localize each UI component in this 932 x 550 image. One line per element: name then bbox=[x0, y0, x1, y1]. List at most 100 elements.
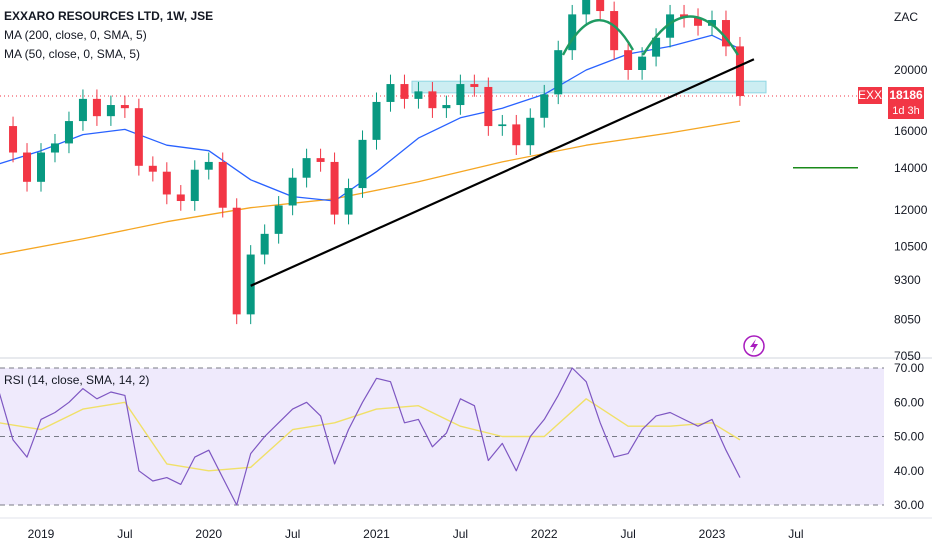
candle-body bbox=[735, 46, 744, 97]
candle bbox=[610, 1, 619, 60]
x-tick-label: Jul bbox=[117, 527, 132, 541]
last-price-label: 18186 bbox=[888, 87, 924, 104]
candle-body bbox=[540, 94, 549, 118]
candle-body bbox=[512, 124, 521, 146]
ma50-legend[interactable]: MA (50, close, 0, SMA, 5) bbox=[4, 47, 141, 61]
candle-body bbox=[50, 143, 59, 153]
candle bbox=[134, 98, 143, 176]
candle-body bbox=[37, 152, 45, 182]
price-tick-label: 14000 bbox=[894, 161, 928, 175]
candle-body bbox=[358, 139, 367, 189]
candle bbox=[162, 162, 171, 205]
price-tick-label: 10500 bbox=[894, 240, 928, 254]
candle-body bbox=[554, 50, 563, 95]
x-tick-label: Jul bbox=[620, 527, 635, 541]
candle bbox=[596, 0, 605, 21]
y-axis: 7050 8050 9300 10500 12000 14000 16000 20000 30.… bbox=[894, 63, 928, 512]
rsi-legend[interactable]: RSI (14, close, SMA, 14, 2) bbox=[4, 373, 150, 387]
candle-body bbox=[414, 91, 423, 99]
rsi-line bbox=[0, 367, 741, 506]
price-panel bbox=[0, 0, 932, 359]
candle-body bbox=[498, 124, 507, 127]
candle bbox=[316, 148, 325, 172]
candle-body bbox=[78, 98, 87, 122]
head-arc bbox=[641, 15, 740, 56]
candle-body bbox=[596, 0, 605, 12]
candle-body bbox=[372, 101, 381, 140]
price-tick-label: 7050 bbox=[894, 349, 921, 363]
candle-body bbox=[134, 108, 143, 166]
ma200-legend[interactable]: MA (200, close, 0, SMA, 5) bbox=[4, 28, 147, 42]
candle bbox=[470, 74, 479, 97]
candle bbox=[624, 40, 633, 80]
candle-body bbox=[624, 50, 633, 70]
candle bbox=[288, 168, 297, 216]
candle-body bbox=[386, 84, 395, 102]
candle-body bbox=[274, 205, 283, 234]
currency-label: ZAC bbox=[894, 10, 918, 24]
rsi-tick-label: 60.00 bbox=[894, 395, 924, 409]
candle-body bbox=[148, 165, 157, 172]
candle bbox=[274, 196, 283, 244]
candle-body bbox=[92, 98, 101, 117]
candle-body bbox=[218, 161, 227, 208]
candle-body bbox=[400, 84, 409, 99]
candle bbox=[260, 224, 269, 265]
candle-body bbox=[190, 169, 199, 202]
candle bbox=[498, 114, 507, 136]
candle-body bbox=[288, 177, 297, 206]
candle-body bbox=[470, 84, 479, 87]
candle bbox=[372, 92, 381, 150]
x-tick-label: 2023 bbox=[699, 527, 726, 541]
candle-body bbox=[582, 0, 591, 15]
ma200-line bbox=[0, 120, 741, 255]
candle bbox=[526, 108, 535, 155]
candle bbox=[540, 84, 549, 128]
candle bbox=[414, 81, 423, 109]
candle bbox=[652, 28, 661, 67]
candle bbox=[23, 143, 32, 192]
x-tick-label: 2022 bbox=[531, 527, 558, 541]
candle bbox=[428, 81, 437, 118]
candle bbox=[358, 130, 367, 198]
candle-body bbox=[721, 20, 730, 47]
x-tick-label: Jul bbox=[788, 527, 803, 541]
rsi-tick-label: 70.00 bbox=[894, 361, 924, 375]
rsi-tick-label: 40.00 bbox=[894, 464, 924, 478]
candle bbox=[512, 114, 521, 155]
price-tick-label: 20000 bbox=[894, 63, 928, 77]
x-tick-label: Jul bbox=[453, 527, 468, 541]
candle-body bbox=[484, 86, 493, 127]
candle-body bbox=[106, 105, 115, 117]
candle bbox=[694, 8, 703, 36]
x-tick-label: 2021 bbox=[363, 527, 390, 541]
candle-body bbox=[316, 158, 325, 162]
candle-body bbox=[442, 105, 451, 109]
candle-body bbox=[260, 233, 269, 255]
candle-body bbox=[232, 207, 241, 315]
candle bbox=[735, 36, 744, 106]
candle-body bbox=[64, 121, 73, 144]
trendline bbox=[250, 58, 755, 287]
price-tick-label: 8050 bbox=[894, 312, 921, 326]
candle bbox=[721, 10, 730, 57]
flash-icon[interactable] bbox=[743, 335, 765, 357]
x-axis: 2019 Jul 2020 Jul 2021 Jul 2022 Jul 2023 Jul bbox=[0, 517, 932, 541]
rsi-ma-line bbox=[0, 398, 741, 472]
rsi-panel bbox=[0, 367, 884, 506]
candle bbox=[78, 89, 87, 131]
candle bbox=[37, 143, 45, 192]
candle bbox=[232, 198, 241, 325]
candle-body bbox=[694, 17, 703, 26]
candle bbox=[64, 111, 73, 154]
candle bbox=[50, 133, 59, 163]
candle bbox=[638, 47, 647, 80]
rsi-tick-label: 30.00 bbox=[894, 498, 924, 512]
candle bbox=[386, 74, 395, 112]
candle-body bbox=[652, 37, 661, 57]
candle-body bbox=[610, 11, 619, 51]
candle-body bbox=[120, 105, 129, 109]
symbol-tag: EXX bbox=[858, 87, 883, 104]
candle bbox=[666, 4, 675, 48]
